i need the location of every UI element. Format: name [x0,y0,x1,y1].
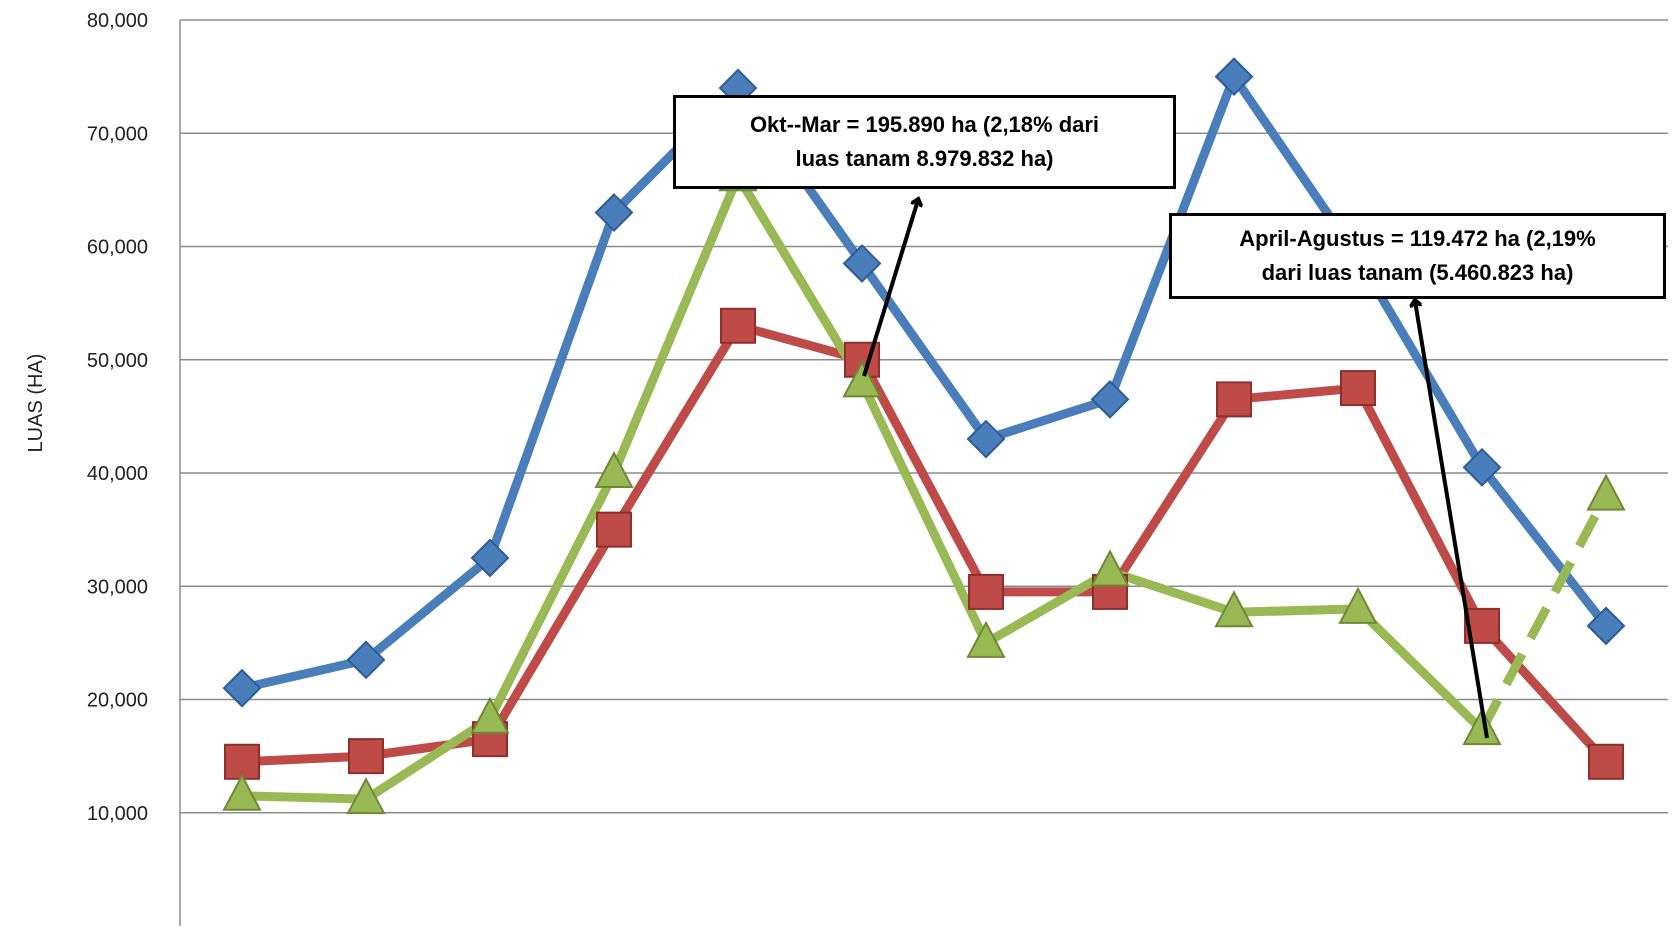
series-3-triangle-marker [842,360,882,398]
series-1-diamond-marker [594,193,634,232]
series-1-diamond-marker [346,640,386,680]
series-3-triangle-marker [470,696,510,734]
annotation-arrow-okt-mar [862,200,918,377]
series-1-diamond-marker [1090,379,1130,419]
series-3-triangle-marker [1462,707,1502,746]
series-2-square-marker [720,307,756,344]
grid-lines [180,19,1668,814]
annotation-okt-mar: Okt--Mar = 195.890 ha (2,18% dari luas t… [673,95,1176,189]
series-2-square-marker [1340,370,1376,407]
series-2-square-marker [1588,743,1624,780]
y-tick-label: 30,000 [87,576,148,598]
annotation-arrow-april-agustus [1415,301,1489,739]
series-1-diamond-marker [842,244,882,283]
y-tick-labels: 10,000 20,000 30,000 40,000 50,000 60,000 70,0… [87,10,148,825]
y-tick-label: 10,000 [87,803,148,825]
series-1-diamond-marker [1462,447,1502,487]
series-3-triangle-marker [222,773,262,811]
series-1-diamond-marker [1214,57,1254,97]
y-tick-label: 50,000 [87,350,148,372]
series-3-triangle-marker [1214,590,1254,628]
y-axis-title: LUAS (HA) [25,354,47,453]
y-tick-label: 80,000 [87,10,148,32]
series-3-triangle-marker [1586,473,1626,511]
annotation-okt-mar-line2: luas tanam 8.979.832 ha) [795,146,1054,171]
series-3-triangle-marker [594,450,634,488]
y-tick-label: 20,000 [87,690,148,712]
series-line-3-dashed [1478,493,1610,733]
series-2-square-marker [1216,381,1252,418]
series-3-triangle-marker [1338,586,1378,624]
series-2-square-marker [968,573,1004,610]
annotation-april-agustus-line1: April-Agustus = 119.472 ha (2,19% [1239,226,1596,251]
series-3-triangle-marker [346,777,386,815]
y-tick-label: 40,000 [87,463,148,485]
series-line-2 [237,321,1611,767]
series-3-triangle-marker [966,620,1006,658]
series-2-square-marker [348,738,384,775]
series-1-diamond-marker [966,419,1006,459]
series-1-diamond-marker [222,668,262,708]
series-2-square-marker [596,511,632,548]
series-1-diamond-marker [1586,606,1626,646]
y-tick-label: 60,000 [87,237,148,259]
annotation-okt-mar-line1: Okt--Mar = 195.890 ha (2,18% dari [749,112,1100,137]
series-3-triangle-marker [1090,549,1130,587]
annotation-april-agustus: April-Agustus = 119.472 ha (2,19% dari l… [1169,213,1666,299]
annotation-april-agustus-line2: dari luas tanam (5.460.823 ha) [1261,260,1574,285]
series-1-diamond-marker [470,538,510,578]
y-tick-label: 70,000 [87,123,148,145]
